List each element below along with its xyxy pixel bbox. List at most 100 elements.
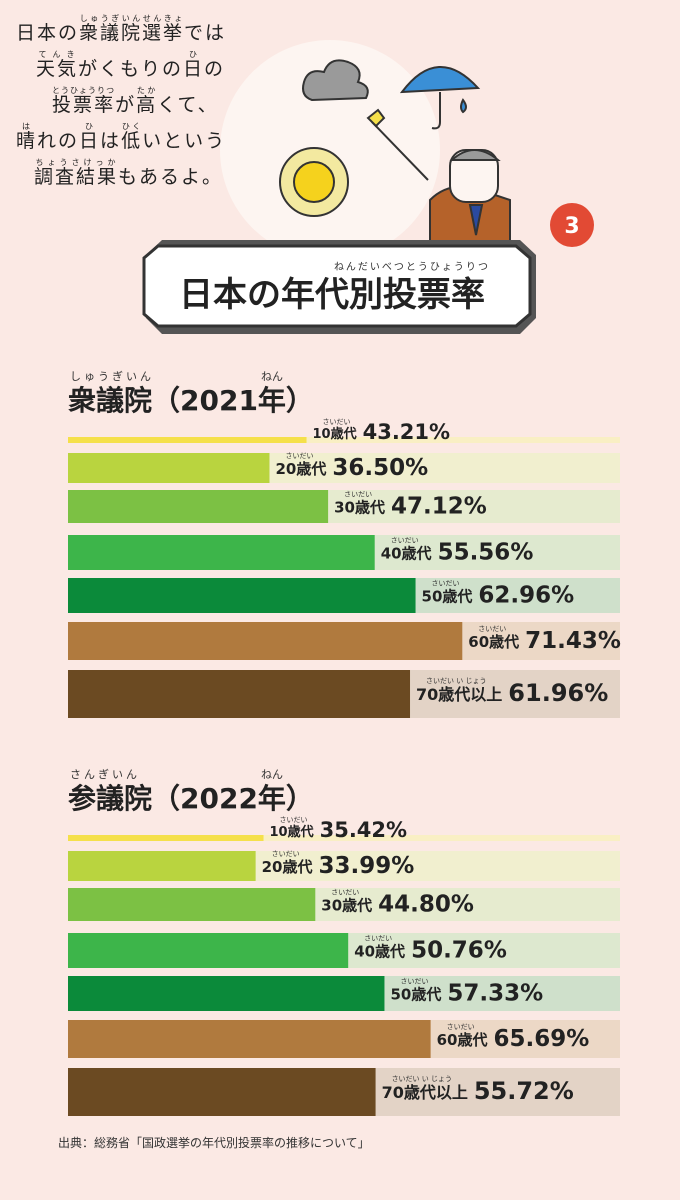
bar xyxy=(68,888,316,921)
header-box xyxy=(142,240,536,334)
value-label: 47.12% xyxy=(391,494,487,520)
bar xyxy=(68,851,256,881)
category-label: 30歳代 xyxy=(321,897,372,915)
intro-line: 投票率とうひょうりつが高たかくて、 xyxy=(16,86,226,122)
chart-title: 参議院（2022年） xyxy=(68,782,314,815)
intro-ruby: 日ひ xyxy=(183,50,205,80)
intro-text: いという xyxy=(142,130,227,152)
value-label: 35.42% xyxy=(320,818,407,842)
category-label: 40歳代 xyxy=(381,545,432,563)
intro-furigana: とうひょうりつ xyxy=(52,86,116,95)
category-ruby: さいだい xyxy=(272,850,300,858)
intro-ruby: 高たか xyxy=(136,86,157,116)
value-label: 55.72% xyxy=(474,1077,574,1105)
value-label: 33.99% xyxy=(318,853,414,879)
source: 出典：総務省「国政選挙の年代別投票率の推移について」 xyxy=(58,1135,370,1150)
category-ruby: さいだい xyxy=(331,889,359,897)
intro-base: 低 xyxy=(121,130,143,152)
bar xyxy=(68,535,375,570)
intro-base: 投票率 xyxy=(52,94,116,116)
intro-base: 調査結果 xyxy=(34,166,119,188)
intro-text: では xyxy=(184,22,227,44)
header-title: 日本の年代別投票率 xyxy=(179,275,485,315)
bar xyxy=(68,490,329,523)
intro-text: くて、 xyxy=(157,94,219,116)
intro-furigana: てんき xyxy=(36,50,79,59)
category-label: 20歳代 xyxy=(262,858,313,876)
intro-ruby: 調査結果ちょうさけっか xyxy=(34,158,119,188)
category-ruby: さいだい xyxy=(285,452,313,460)
title-ruby: しゅうぎいん xyxy=(70,369,154,383)
intro-line: 日本の衆議院選挙しゅうぎいんせんきょでは xyxy=(16,14,226,50)
sun xyxy=(279,147,349,217)
intro-text: が xyxy=(115,94,137,116)
badge-text: 3 xyxy=(564,214,579,239)
bar xyxy=(68,670,411,718)
value-label: 44.80% xyxy=(378,892,474,918)
intro-furigana: ひ xyxy=(79,122,101,131)
bar xyxy=(68,453,270,483)
category-label: 10歳代 xyxy=(313,426,357,442)
intro-text: は xyxy=(100,130,122,152)
category-label: 50歳代 xyxy=(390,986,441,1004)
category-label: 70歳代以上 xyxy=(382,1083,468,1102)
bar xyxy=(68,437,307,443)
intro-furigana: しゅうぎいんせんきょ xyxy=(79,14,185,23)
value-label: 36.50% xyxy=(332,455,428,481)
intro-line: 調査結果ちょうさけっかもあるよ。 xyxy=(16,158,226,194)
badge: 3 xyxy=(550,203,594,247)
umbrella xyxy=(399,66,481,130)
value-label: 50.76% xyxy=(411,938,507,964)
intro-furigana: ひく xyxy=(121,122,143,131)
header-prefix: 日本の xyxy=(179,275,281,315)
title-ruby: ねん xyxy=(261,370,283,383)
intro-ruby: 衆議院選挙しゅうぎいんせんきょ xyxy=(79,14,185,44)
category-ruby: さいだい xyxy=(323,418,351,426)
intro-base: 天気 xyxy=(36,58,79,80)
intro-text: の xyxy=(204,58,226,80)
intro: 日本の衆議院選挙しゅうぎいんせんきょでは 天気てんきがくもりの日ひの 投票率とうひょ… xyxy=(16,14,226,194)
category-label: 60歳代 xyxy=(468,633,519,651)
category-ruby: さいだい xyxy=(391,537,419,545)
category-label: 70歳代以上 xyxy=(416,685,502,704)
category-ruby: さいだい xyxy=(364,935,392,943)
intro-base: 日 xyxy=(183,58,205,80)
bar xyxy=(68,578,416,613)
category-ruby: さいだい xyxy=(447,1023,475,1031)
intro-base: 晴 xyxy=(16,130,38,152)
intro-text: もあるよ。 xyxy=(118,166,224,188)
value-label: 71.43% xyxy=(525,628,621,654)
bar-track xyxy=(68,835,620,841)
cloud xyxy=(302,59,369,102)
intro-ruby: 低ひく xyxy=(121,122,143,152)
category-label: 20歳代 xyxy=(275,460,326,478)
category-ruby: さいだい xyxy=(344,491,372,499)
intro-line: 天気てんきがくもりの日ひの xyxy=(16,50,226,86)
value-label: 65.69% xyxy=(493,1026,589,1052)
intro-ruby: 投票率とうひょうりつ xyxy=(52,86,116,116)
intro-text: れの xyxy=(37,130,80,152)
bar xyxy=(68,933,349,968)
intro-base: 日 xyxy=(79,130,101,152)
intro-ruby: 日ひ xyxy=(79,122,101,152)
category-label: 60歳代 xyxy=(437,1031,488,1049)
title-ruby: ねん xyxy=(261,768,283,781)
value-label: 43.21% xyxy=(363,420,450,444)
category-label: 30歳代 xyxy=(334,499,385,517)
bar xyxy=(68,976,385,1011)
intro-line: 晴はれの日ひは低ひくいという xyxy=(16,122,226,158)
category-label: 10歳代 xyxy=(270,824,314,840)
header-ruby: ねんだいべつとうひょうりつ xyxy=(334,261,490,273)
backdrop xyxy=(220,40,440,260)
person xyxy=(366,108,511,251)
intro-ruby: 晴は xyxy=(16,122,38,152)
intro-base: 衆議院選挙 xyxy=(79,22,185,44)
category-ruby: さいだい xyxy=(400,978,428,986)
value-label: 55.56% xyxy=(438,540,534,566)
intro-furigana: は xyxy=(16,122,37,131)
category-ruby: さいだい xyxy=(478,625,506,633)
bar xyxy=(68,835,264,841)
value-label: 62.96% xyxy=(478,583,574,609)
intro-text: がくもりの xyxy=(78,58,184,80)
